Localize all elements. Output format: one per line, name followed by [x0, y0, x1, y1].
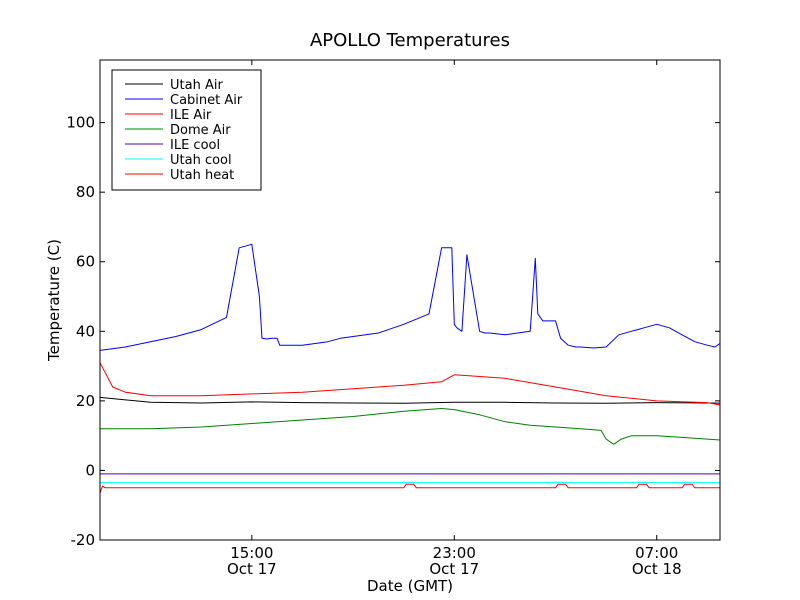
- x-tick-label-date: Oct 17: [429, 560, 479, 578]
- x-tick-label-time: 07:00: [635, 544, 678, 562]
- legend-label-cabinet-air: Cabinet Air: [170, 93, 243, 108]
- y-tick-label: 20: [76, 392, 95, 410]
- x-tick-label-time: 15:00: [230, 544, 273, 562]
- x-tick-label-date: Oct 17: [227, 560, 277, 578]
- series-lines: [100, 243, 720, 494]
- series-line-cabinet-air: [100, 243, 720, 351]
- legend-label-dome-air: Dome Air: [170, 123, 231, 138]
- series-line-ile-air: [100, 362, 720, 406]
- legend-label-ile-cool: ILE cool: [170, 138, 220, 153]
- y-axis-label: Temperature (C): [45, 239, 63, 362]
- y-tick-label: 80: [76, 183, 95, 201]
- y-tick-label: -20: [71, 531, 96, 549]
- x-axis-label: Date (GMT): [367, 577, 453, 595]
- y-tick-label: 60: [76, 253, 95, 271]
- legend-label-utah-cool: Utah cool: [170, 153, 232, 168]
- y-tick-label: 40: [76, 322, 95, 340]
- legend-box: [111, 69, 262, 191]
- x-tick-label-time: 23:00: [433, 544, 476, 562]
- legend-label-utah-air: Utah Air: [170, 78, 223, 93]
- x-tick-label-date: Oct 18: [632, 560, 682, 578]
- series-line-utah-heat: [100, 483, 720, 494]
- series-line-dome-air: [100, 408, 720, 445]
- legend-label-utah-heat: Utah heat: [170, 168, 234, 183]
- y-tick-label: 100: [66, 114, 95, 132]
- series-line-utah-air: [100, 396, 720, 404]
- chart-title: APOLLO Temperatures: [310, 30, 510, 51]
- plot-frame: [99, 59, 721, 541]
- legend-label-ile-air: ILE Air: [170, 108, 212, 123]
- y-tick-label: 0: [85, 461, 95, 479]
